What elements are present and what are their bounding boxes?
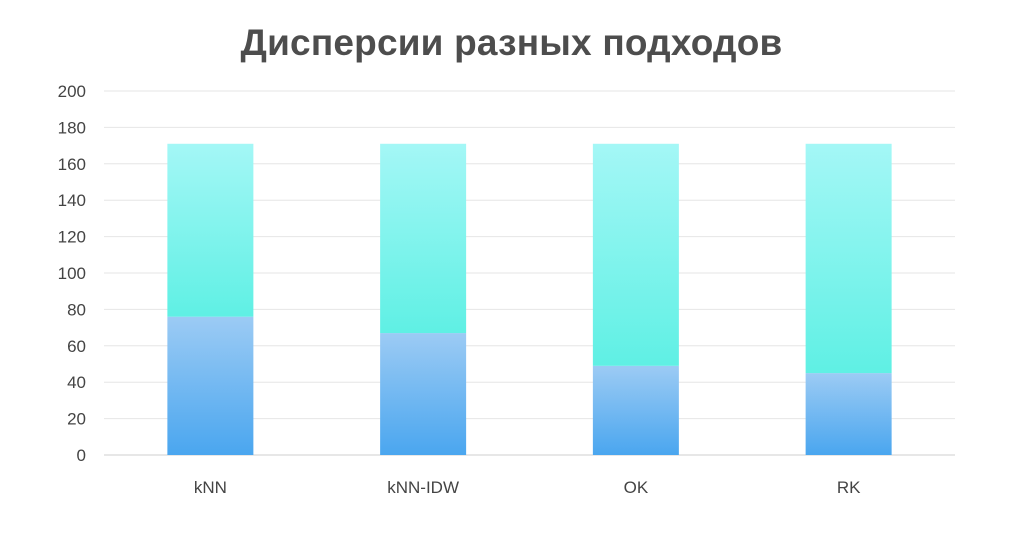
y-tick-label: 160: [58, 155, 86, 174]
bar-segment: [805, 373, 892, 455]
chart-title: Дисперсии разных подходов: [240, 22, 783, 63]
x-category-label: OK: [624, 478, 649, 497]
bar-segment: [592, 143, 679, 366]
x-category-label: kNN: [194, 478, 227, 497]
bar-segment: [380, 333, 467, 455]
y-tick-label: 180: [58, 118, 86, 137]
y-tick-label: 80: [67, 300, 86, 319]
y-tick-label: 100: [58, 264, 86, 283]
y-tick-label: 20: [67, 410, 86, 429]
bar-segment: [167, 143, 254, 317]
y-tick-label: 140: [58, 191, 86, 210]
y-tick-label: 200: [58, 82, 86, 101]
y-tick-label: 40: [67, 373, 86, 392]
x-category-label: RK: [837, 478, 861, 497]
y-tick-label: 0: [77, 446, 86, 465]
x-category-label: kNN-IDW: [387, 478, 459, 497]
y-tick-label: 60: [67, 337, 86, 356]
bar-segment: [167, 316, 254, 455]
y-tick-label: 120: [58, 228, 86, 247]
bar-segment: [805, 143, 892, 374]
bar-segment: [380, 143, 467, 334]
bar-segment: [592, 365, 679, 455]
